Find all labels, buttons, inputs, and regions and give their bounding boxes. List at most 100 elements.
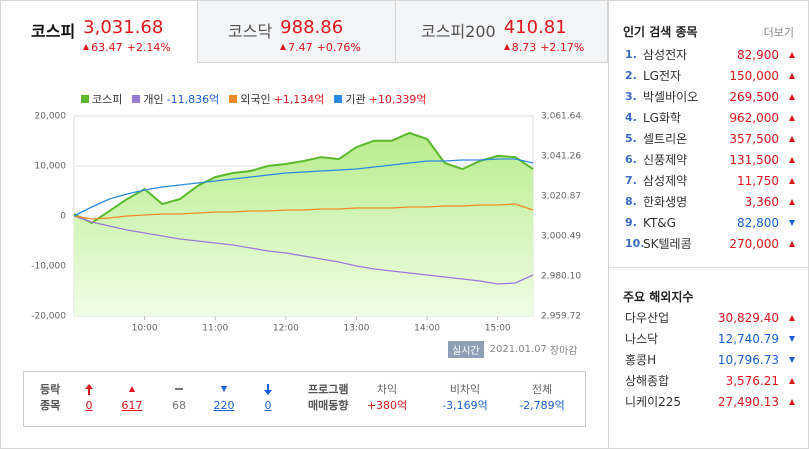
legend-swatch [229,95,238,103]
up-arrow-icon [789,378,795,384]
breadth-count[interactable]: 617 [121,399,143,412]
rank: 3. [625,90,637,103]
popular-row[interactable]: 7. 삼성제약 11,750 [623,171,799,191]
down-arrow-icon [789,336,795,342]
realtime-badge: 실시간 [448,341,484,358]
world-row[interactable]: 상해종합 3,576.21 [623,371,799,391]
program-item: 전체 -2,789억 [502,382,582,414]
popular-row[interactable]: 6. 신풍제약 131,500 [623,150,799,170]
up-arrow-icon [789,94,795,100]
world-price: 10,796.73 [717,353,779,367]
world-name: 홍콩H [625,353,657,367]
index-name: 코스피 [31,22,76,41]
index-tab[interactable]: 코스피200 410.81 8.73 +2.17% [396,1,608,63]
flat-icon [175,388,183,390]
legend-value: -11,836억 [166,93,220,106]
program-value: -3,169억 [442,399,488,412]
breadth-count[interactable]: 220 [213,399,235,412]
program-value: -2,789억 [519,399,565,412]
up-arrow-icon [789,241,795,247]
series-line [73,203,534,220]
summary-title-line: 종목 [40,399,61,412]
arrow-stem [267,383,269,390]
breadth-count[interactable]: 0 [264,399,272,412]
index-tab[interactable]: 코스닥 988.86 7.47 +0.76% [198,1,396,63]
popular-row[interactable]: 2. LG전자 150,000 [623,66,799,86]
up-arrow-icon [789,73,795,79]
y-tick-label: 20,000 [35,112,67,122]
index-value-group: 3,031.68 63.47 +2.14% [83,18,171,63]
stock-price: 962,000 [729,111,779,125]
legend-item: 개인 -11,836억 [132,91,219,107]
side-panel: 인기 검색 종목 더보기 1. 삼성전자 82,900 2. LG전자 150,000 3. 박셀… [609,1,808,448]
series-line [73,158,534,217]
popular-row[interactable]: 8. 한화생명 3,360 [623,192,799,212]
y-tick-label: -20,000 [31,312,66,322]
world-row[interactable]: 다우산업 30,829.40 [623,308,799,328]
stock-price: 82,800 [737,216,779,230]
legend: 코스피 개인 -11,836억 외국인 +1,134억 기관 +10,339억 [81,91,427,107]
index-value: 988.86 [280,17,344,38]
divider [609,267,808,268]
index-value: 3,031.68 [83,17,164,38]
down-arrow-icon [221,386,227,392]
y-tick-label: 0 [60,212,66,222]
world-row[interactable]: 나스닥 12,740.79 [623,329,799,349]
world-name: 다우산업 [625,311,670,325]
up-arrow-icon [280,44,287,50]
legend-swatch [334,95,343,103]
index-tab[interactable]: 코스피 3,031.68 63.47 +2.14% [1,1,198,63]
legend-swatch [132,95,141,103]
popular-row[interactable]: 4. LG화학 962,000 [623,108,799,128]
stock-price: 150,000 [729,69,779,83]
arrow-head [264,389,272,395]
area-fill [74,133,533,316]
stock-price: 3,360 [744,195,779,209]
stock-name: 셀트리온 [643,132,688,146]
index-change-rate: +2.14% [126,41,171,54]
legend-item: 외국인 +1,134억 [229,91,324,107]
stock-price: 82,900 [737,48,779,62]
world-price: 3,576.21 [725,374,779,388]
world-name: 상해종합 [625,374,670,388]
program-value: +380억 [366,399,408,412]
legend-name: 외국인 [240,93,271,106]
program-item: 차익 +380억 [347,382,427,414]
x-tick-label: 15:00 [485,324,511,334]
breadth-count[interactable]: 0 [85,399,93,412]
program-item: 비차익 -3,169억 [425,382,505,414]
legend-name: 기관 [345,93,366,106]
rank: 8. [625,195,637,208]
legend-item: 코스피 [81,91,122,107]
popular-row[interactable]: 10. SK텔레콤 270,000 [623,234,799,254]
stock-name: KT&G [643,216,676,230]
program-label: 전체 [531,383,553,396]
index-change-rate: +0.76% [316,41,361,54]
more-link[interactable]: 더보기 [763,26,794,39]
index-value-group: 410.81 8.73 +2.17% [503,17,584,62]
index-value: 410.81 [503,17,567,38]
stock-price: 11,750 [737,174,779,188]
popular-title: 인기 검색 종목 [623,25,698,39]
summary-title: 프로그램 매매동향 [308,382,368,414]
status-state: 장마감 [549,346,578,357]
down-arrow-icon [789,357,795,363]
world-row[interactable]: 홍콩H 10,796.73 [623,350,799,370]
x-tick-label: 14:00 [414,324,440,334]
up-arrow-icon [789,115,795,121]
world-row[interactable]: 니케이225 27,490.13 [623,392,799,412]
popular-row[interactable]: 3. 박셀바이오 269,500 [623,87,799,107]
up-arrow-icon [789,399,795,405]
legend-value: +10,339억 [368,93,427,106]
up-arrow-icon [789,136,795,142]
popular-row[interactable]: 5. 셀트리온 357,500 [623,129,799,149]
arrow-head [85,383,93,389]
rank: 2. [625,69,637,82]
popular-row[interactable]: 9. KT&G 82,800 [623,213,799,233]
y2-tick-label: 3,061.64 [541,112,581,122]
breadth-count[interactable]: 68 [172,399,186,412]
summary-title-line: 프로그램 [308,383,349,396]
popular-row[interactable]: 1. 삼성전자 82,900 [623,45,799,65]
